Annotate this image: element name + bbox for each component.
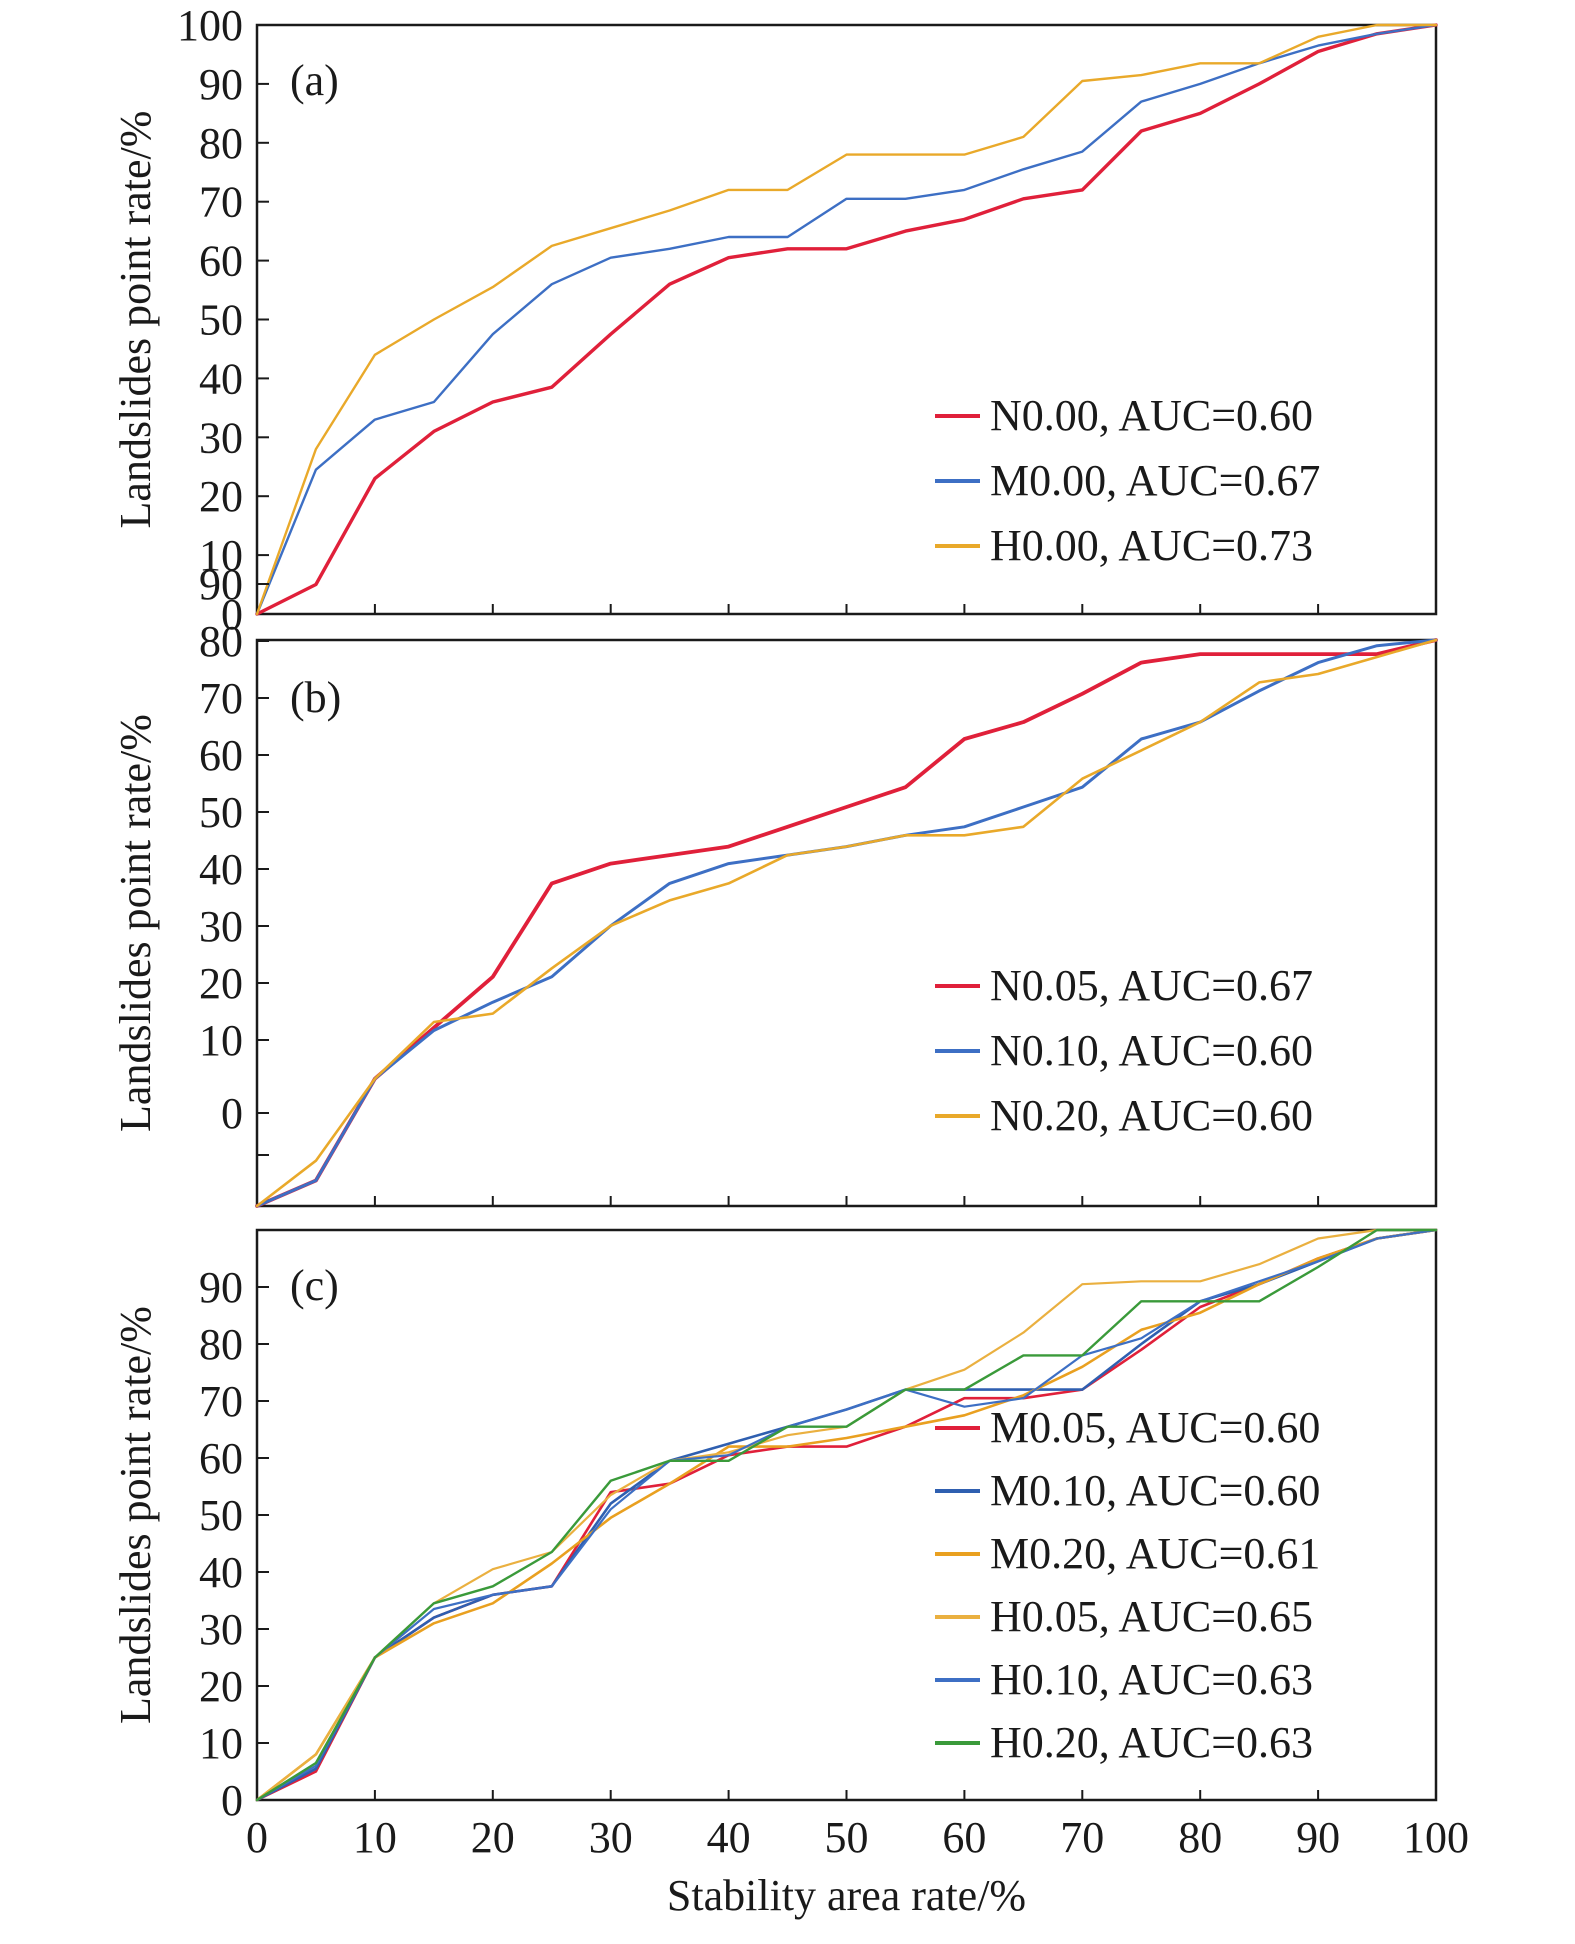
legend-label: M0.05, AUC=0.60 — [990, 1403, 1320, 1452]
legend-label: H0.05, AUC=0.65 — [990, 1592, 1313, 1641]
series-line-2-1 — [255, 638, 1438, 1208]
y-tick-label: 50 — [199, 1491, 243, 1540]
series-line-1-3 — [255, 23, 1438, 616]
y-tick-label: 10 — [199, 1719, 243, 1768]
y-tick-label: 20 — [199, 472, 243, 521]
x-tick-label: 50 — [825, 1813, 869, 1862]
y-tick-label: 40 — [199, 845, 243, 894]
series-line-3-2 — [255, 1228, 1438, 1802]
y-tick-label: 80 — [199, 119, 243, 168]
y-axis-title: Landslides point rate/% — [111, 1306, 160, 1724]
x-axis-title: Stability area rate/% — [667, 1871, 1026, 1920]
x-tick-label: 80 — [1178, 1813, 1222, 1862]
panel-tag: (c) — [290, 1261, 339, 1310]
series-line-3-4 — [255, 1228, 1438, 1802]
legend-label: N0.00, AUC=0.60 — [990, 391, 1313, 440]
y-tick-label: 90 — [199, 60, 243, 109]
y-tick-label: 50 — [199, 296, 243, 345]
x-tick-label: 60 — [942, 1813, 986, 1862]
series-line-3-3 — [255, 1228, 1438, 1802]
y-tick-label: 50 — [199, 788, 243, 837]
panel-tag: (b) — [290, 673, 341, 722]
y-tick-label: 80 — [199, 1320, 243, 1369]
y-tick-label: 20 — [199, 959, 243, 1008]
y-tick-label: 30 — [199, 413, 243, 462]
legend-label: H0.20, AUC=0.63 — [990, 1718, 1313, 1767]
legend-label: M0.00, AUC=0.67 — [990, 456, 1320, 505]
x-tick-label: 0 — [246, 1813, 268, 1862]
y-tick-label: 70 — [199, 674, 243, 723]
x-tick-label: 30 — [589, 1813, 633, 1862]
series-line-1-2 — [255, 23, 1438, 616]
y-tick-label: 60 — [199, 731, 243, 780]
y-tick-label: 80 — [199, 617, 243, 666]
y-tick-label: 30 — [199, 902, 243, 951]
y-tick-label: 90 — [199, 1263, 243, 1312]
legend-label: N0.10, AUC=0.60 — [990, 1026, 1313, 1075]
y-tick-label: 0 — [221, 590, 243, 639]
y-tick-label: 100 — [177, 1, 243, 50]
x-tick-label: 10 — [353, 1813, 397, 1862]
y-tick-label: 20 — [199, 1662, 243, 1711]
y-tick-label: 10 — [199, 1016, 243, 1065]
x-tick-label: 40 — [707, 1813, 751, 1862]
legend-label: H0.00, AUC=0.73 — [990, 521, 1313, 570]
series-line-2-3 — [255, 638, 1438, 1208]
y-tick-label: 70 — [199, 1377, 243, 1426]
series-line-3-1 — [255, 1228, 1438, 1802]
y-tick-label: 40 — [199, 354, 243, 403]
x-tick-label: 70 — [1060, 1813, 1104, 1862]
y-tick-label: 40 — [199, 1548, 243, 1597]
y-axis-title: Landslides point rate/% — [111, 111, 160, 529]
x-tick-label: 100 — [1403, 1813, 1469, 1862]
y-tick-label: 60 — [199, 1434, 243, 1483]
legend-label: N0.05, AUC=0.67 — [990, 961, 1313, 1010]
y-tick-label: 60 — [199, 237, 243, 286]
y-axis-title: Landslides point rate/% — [111, 714, 160, 1132]
y-tick-label: 30 — [199, 1605, 243, 1654]
plot-frame-3 — [255, 1228, 1438, 1802]
y-tick-label: 10 — [199, 531, 243, 580]
series-line-3-5 — [255, 1228, 1438, 1802]
legend-label: H0.10, AUC=0.63 — [990, 1655, 1313, 1704]
series-line-1-1 — [255, 23, 1438, 616]
y-tick-label: 90 — [199, 560, 243, 609]
legend-label: M0.10, AUC=0.60 — [990, 1466, 1320, 1515]
y-tick-label: 0 — [221, 1089, 243, 1138]
panel-tag: (a) — [290, 56, 339, 105]
y-tick-label: 70 — [199, 178, 243, 227]
legend-label: M0.20, AUC=0.61 — [990, 1529, 1320, 1578]
series-line-3-6 — [255, 1228, 1438, 1802]
x-tick-label: 90 — [1296, 1813, 1340, 1862]
legend-label: N0.20, AUC=0.60 — [990, 1091, 1313, 1140]
x-tick-label: 20 — [471, 1813, 515, 1862]
y-tick-label: 0 — [221, 1776, 243, 1825]
